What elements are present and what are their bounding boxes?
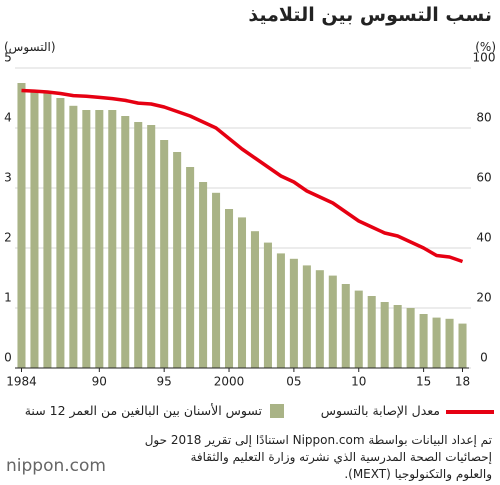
bar [186, 167, 195, 368]
x-tick-label: 95 [157, 375, 172, 389]
bar [289, 258, 298, 368]
y2-tick-label: 40 [476, 231, 491, 245]
x-tick-label: 90 [92, 375, 107, 389]
bar [250, 231, 259, 368]
x-tick-label: 10 [351, 375, 366, 389]
bar [432, 317, 441, 368]
x-tick-label: 05 [286, 375, 301, 389]
footnote: تم إعداد البيانات بواسطة Nippon.com استن… [145, 432, 492, 483]
y-tick-label: 5 [4, 51, 12, 65]
brand: nippon.com [6, 456, 106, 476]
x-tick-label: 1984 [6, 375, 37, 389]
bar [95, 110, 104, 368]
legend-label: معدل الإصابة بالتسوس [320, 403, 440, 418]
bar [237, 217, 247, 368]
bar [134, 122, 143, 368]
bar [406, 308, 415, 368]
y-tick-label: 4 [4, 111, 12, 125]
bar [199, 182, 208, 368]
y2-axis-label: (%) [475, 40, 496, 54]
y-tick-label: 0 [4, 351, 12, 365]
y2-tick-label: 80 [476, 111, 491, 125]
bar [328, 275, 337, 368]
bar [341, 284, 350, 368]
y2-tick-label: 20 [476, 291, 491, 305]
x-tick-label: 18 [455, 375, 470, 389]
legend-line [446, 410, 494, 414]
y-axis-label: (التسوس) [4, 40, 56, 54]
footnote-line: والعلوم والتكنولوجيا (MEXT). [344, 467, 492, 481]
bar [108, 110, 117, 368]
bar [315, 270, 324, 368]
y2-tick-label: 100 [473, 51, 496, 65]
bar [419, 314, 428, 368]
x-tick-label: 15 [416, 375, 431, 389]
bar [276, 253, 285, 368]
bar [56, 98, 65, 368]
x-tick-label: 2000 [214, 375, 245, 389]
bar [212, 192, 221, 368]
legend-swatch [270, 404, 284, 418]
bar [121, 116, 130, 368]
y-tick-label: 1 [4, 291, 12, 305]
line [21, 88, 464, 264]
y-tick-label: 3 [4, 171, 12, 185]
bar [17, 83, 26, 368]
footnote-line: تم إعداد البيانات بواسطة Nippon.com استن… [144, 433, 492, 447]
footnote-line: إحصائيات الصحة المدرسية الذي نشرته وزارة… [190, 450, 492, 464]
bar [367, 296, 376, 368]
bar [380, 302, 389, 368]
bar [43, 92, 52, 368]
y2-tick-label: 0 [480, 351, 488, 365]
bar [69, 105, 78, 369]
bar [445, 318, 454, 368]
y2-tick-label: 60 [476, 171, 491, 185]
y-tick-label: 2 [4, 231, 12, 245]
legend-label: تسوس الأسنان بين البالغين من العمر 12 سن… [24, 403, 262, 418]
bar [160, 140, 169, 368]
bar [302, 265, 311, 368]
bar [173, 152, 182, 368]
bar [225, 209, 234, 368]
bar [354, 290, 363, 368]
bar [147, 125, 156, 368]
bar [263, 242, 272, 368]
bar [82, 110, 91, 368]
bar [393, 305, 402, 368]
chart-title: نسب التسوس بين التلاميذ [248, 4, 492, 26]
bar [458, 323, 467, 368]
bar [30, 90, 39, 368]
